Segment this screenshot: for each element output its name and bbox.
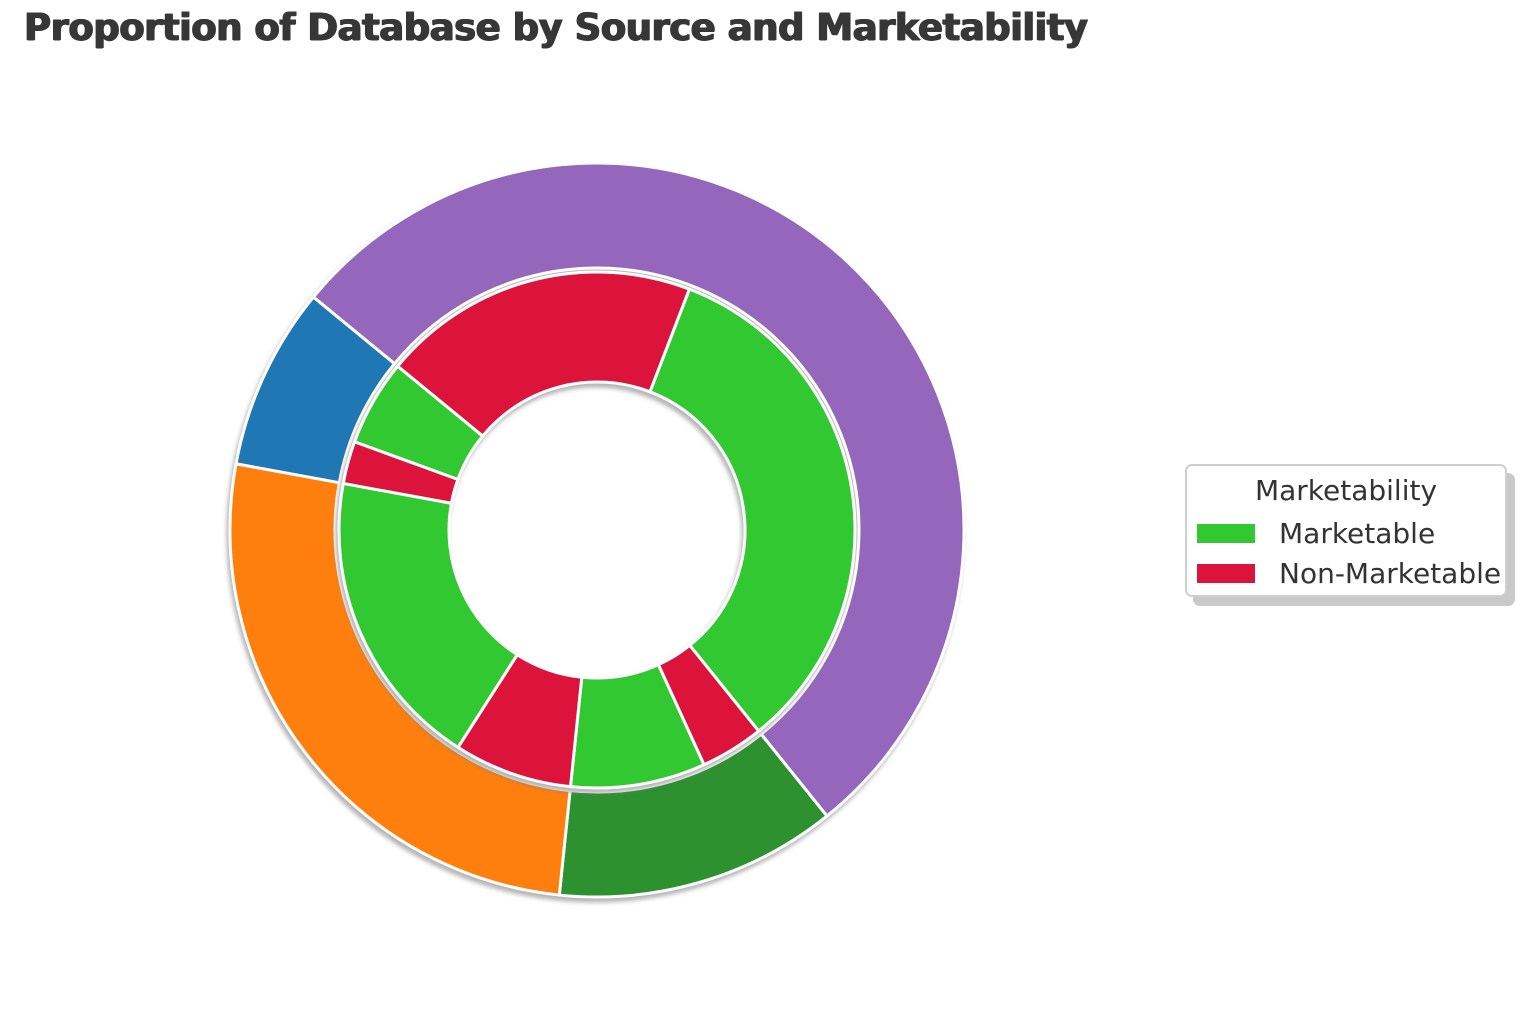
outer-ring-sources — [228, 161, 966, 899]
legend: Marketability Marketable Non-Marketable — [1185, 464, 1507, 597]
outer-wedge-3-source-blue — [234, 295, 397, 485]
legend-label-marketable: Marketable — [1279, 516, 1436, 550]
inner-ring-marketability — [337, 270, 857, 790]
legend-swatch-marketable-icon — [1197, 523, 1255, 543]
inner-wedge-0-non-marketable — [396, 270, 691, 438]
outer-wedge-2-source-orange — [228, 462, 572, 897]
inner-wedge-1-marketable — [648, 287, 857, 733]
chart-title: Proportion of Database by Source and Mar… — [24, 6, 1088, 49]
legend-swatch-non-marketable-icon — [1197, 563, 1255, 583]
legend-title: Marketability — [1254, 474, 1438, 507]
outer-wedge-0-source-purple — [311, 161, 966, 818]
inner-wedge-7-marketable — [353, 364, 485, 481]
legend-label-non-marketable: Non-Marketable — [1279, 556, 1502, 590]
legend-item-marketable: Marketable — [1197, 516, 1505, 550]
legend-item-non-marketable: Non-Marketable — [1197, 556, 1505, 590]
inner-wedge-5-marketable — [337, 481, 519, 749]
